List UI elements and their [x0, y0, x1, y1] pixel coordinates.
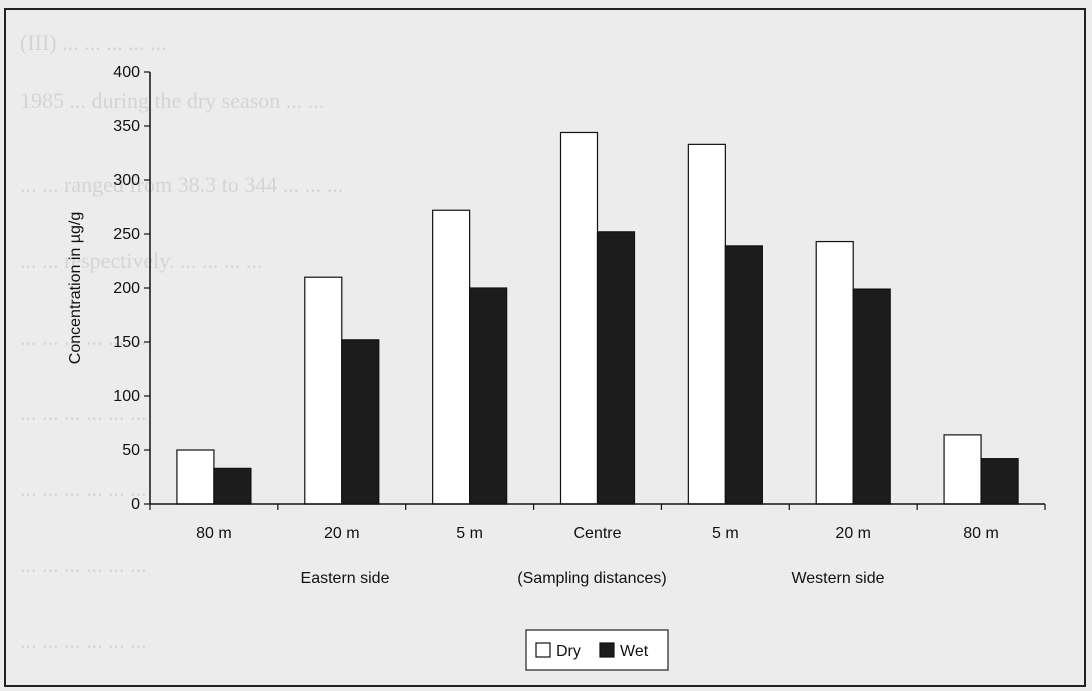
y-tick-label: 150: [113, 334, 140, 351]
bars-layer: [176, 131, 1019, 505]
y-axis-ticks: 0 50 100 150 200 250 300 350 400: [113, 64, 150, 513]
x-tick-label: Centre: [573, 525, 621, 542]
bar-dry: [304, 276, 343, 505]
y-tick-label: 200: [113, 280, 140, 297]
bar-dry: [943, 434, 982, 505]
bar-wet: [596, 231, 636, 505]
y-tick-label: 50: [122, 442, 140, 459]
x-tick-label: 5 m: [456, 525, 483, 542]
background-text-line: ... ... ... ... ... ...: [20, 552, 147, 577]
legend-label-dry: Dry: [556, 643, 581, 660]
bar-wet: [213, 467, 252, 505]
legend-swatch-wet: [599, 642, 615, 658]
background-text-line: (III) ... ... ... ... ...: [20, 30, 167, 55]
group-label-sampling: (Sampling distances): [517, 570, 666, 587]
y-tick-label: 0: [131, 496, 140, 513]
group-label-western: Western side: [791, 570, 884, 587]
y-tick-label: 350: [113, 118, 140, 135]
bar-wet: [724, 245, 763, 505]
y-tick-label: 250: [113, 226, 140, 243]
bar-dry: [815, 240, 854, 505]
bar-wet: [852, 288, 891, 505]
y-tick-label: 100: [113, 388, 140, 405]
x-axis-ticks: 80 m 20 m 5 m Centre 5 m 20 m 80 m: [149, 504, 1046, 542]
legend-label-wet: Wet: [620, 643, 649, 660]
bar-wet: [980, 458, 1019, 505]
bar-wet: [341, 339, 380, 505]
legend-swatch-dry: [535, 642, 551, 658]
x-tick-label: 80 m: [963, 525, 999, 542]
background-text-line: 1985 ... during the dry season ... ...: [20, 88, 325, 113]
x-tick-label: 20 m: [835, 525, 871, 542]
y-tick-label: 400: [113, 64, 140, 81]
bar-dry: [687, 143, 726, 505]
chart-frame: [4, 8, 1086, 687]
background-text-line: ... ... ... ... ... ...: [20, 400, 147, 425]
bar-dry: [176, 449, 215, 505]
bar-dry: [432, 209, 471, 505]
legend: Dry Wet: [525, 629, 669, 671]
group-label-eastern: Eastern side: [301, 570, 390, 587]
bar-wet: [469, 287, 508, 505]
y-tick-label: 300: [113, 172, 140, 189]
bar-dry: [559, 131, 599, 505]
background-text-line: ... ... respectively. ... ... ... ...: [20, 248, 263, 273]
x-tick-label: 20 m: [324, 525, 360, 542]
y-axis-label: Concentration in µg/g: [67, 212, 84, 364]
background-text-line: ... ... ... ... ... ...: [20, 325, 147, 350]
x-tick-label: 80 m: [196, 525, 232, 542]
background-text-line: ... ... ... ... ... ...: [20, 476, 147, 501]
x-tick-label: 5 m: [712, 525, 739, 542]
background-text-line: ... ... ... ... ... ...: [20, 628, 147, 653]
background-text-line: ... ... ranged from 38.3 to 344 ... ... …: [20, 172, 344, 197]
